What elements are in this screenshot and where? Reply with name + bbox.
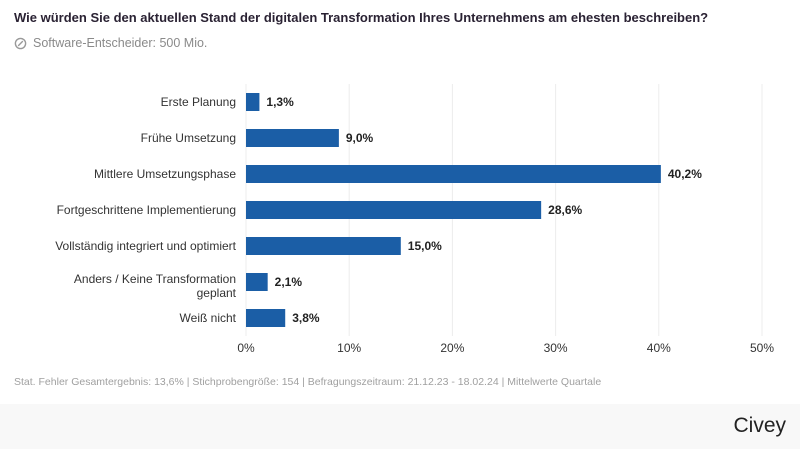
data-label: 40,2% — [668, 167, 702, 181]
category-label: Mittlere Umsetzungsphase — [94, 167, 236, 181]
data-label: 15,0% — [408, 239, 442, 253]
data-label: 9,0% — [346, 131, 374, 145]
category-label: Fortgeschrittene Implementierung — [57, 203, 236, 217]
bar-chart: 0% 10% 20% 30% 40% 50% Erste Planung 1,3% Frühe … — [55, 84, 774, 355]
category-label: Weiß nicht — [180, 311, 237, 325]
civey-logo: Civey — [733, 414, 786, 437]
bar — [246, 93, 260, 111]
chart-title: Wie würden Sie den aktuellen Stand der d… — [14, 10, 709, 25]
x-tick-label: 40% — [647, 341, 671, 355]
bar — [246, 273, 268, 291]
x-tick-label: 0% — [237, 341, 255, 355]
data-label: 2,1% — [275, 275, 303, 289]
category-label: Erste Planung — [161, 95, 236, 109]
subtitle-text: Software-Entscheider: 500 Mio. — [33, 36, 208, 50]
bar — [246, 129, 339, 147]
subtitle: Software-Entscheider: 500 Mio. — [14, 36, 207, 50]
footer: Civey — [0, 404, 800, 449]
category-label: Vollständig integriert und optimiert — [55, 239, 236, 253]
data-label: 3,8% — [292, 311, 320, 325]
category-label: Frühe Umsetzung — [141, 131, 236, 145]
target-icon — [14, 37, 27, 49]
category-label: Anders / Keine Transformation geplant — [74, 272, 237, 300]
bar — [246, 165, 661, 183]
bar — [246, 201, 542, 219]
data-label: 28,6% — [548, 203, 582, 217]
bar — [246, 237, 401, 255]
x-tick-label: 50% — [750, 341, 774, 355]
survey-note: Stat. Fehler Gesamtergebnis: 13,6% | Sti… — [14, 376, 602, 388]
x-tick-label: 20% — [440, 341, 464, 355]
data-label: 1,3% — [266, 95, 294, 109]
x-tick-label: 10% — [337, 341, 361, 355]
x-tick-label: 30% — [544, 341, 568, 355]
bar — [246, 309, 286, 327]
